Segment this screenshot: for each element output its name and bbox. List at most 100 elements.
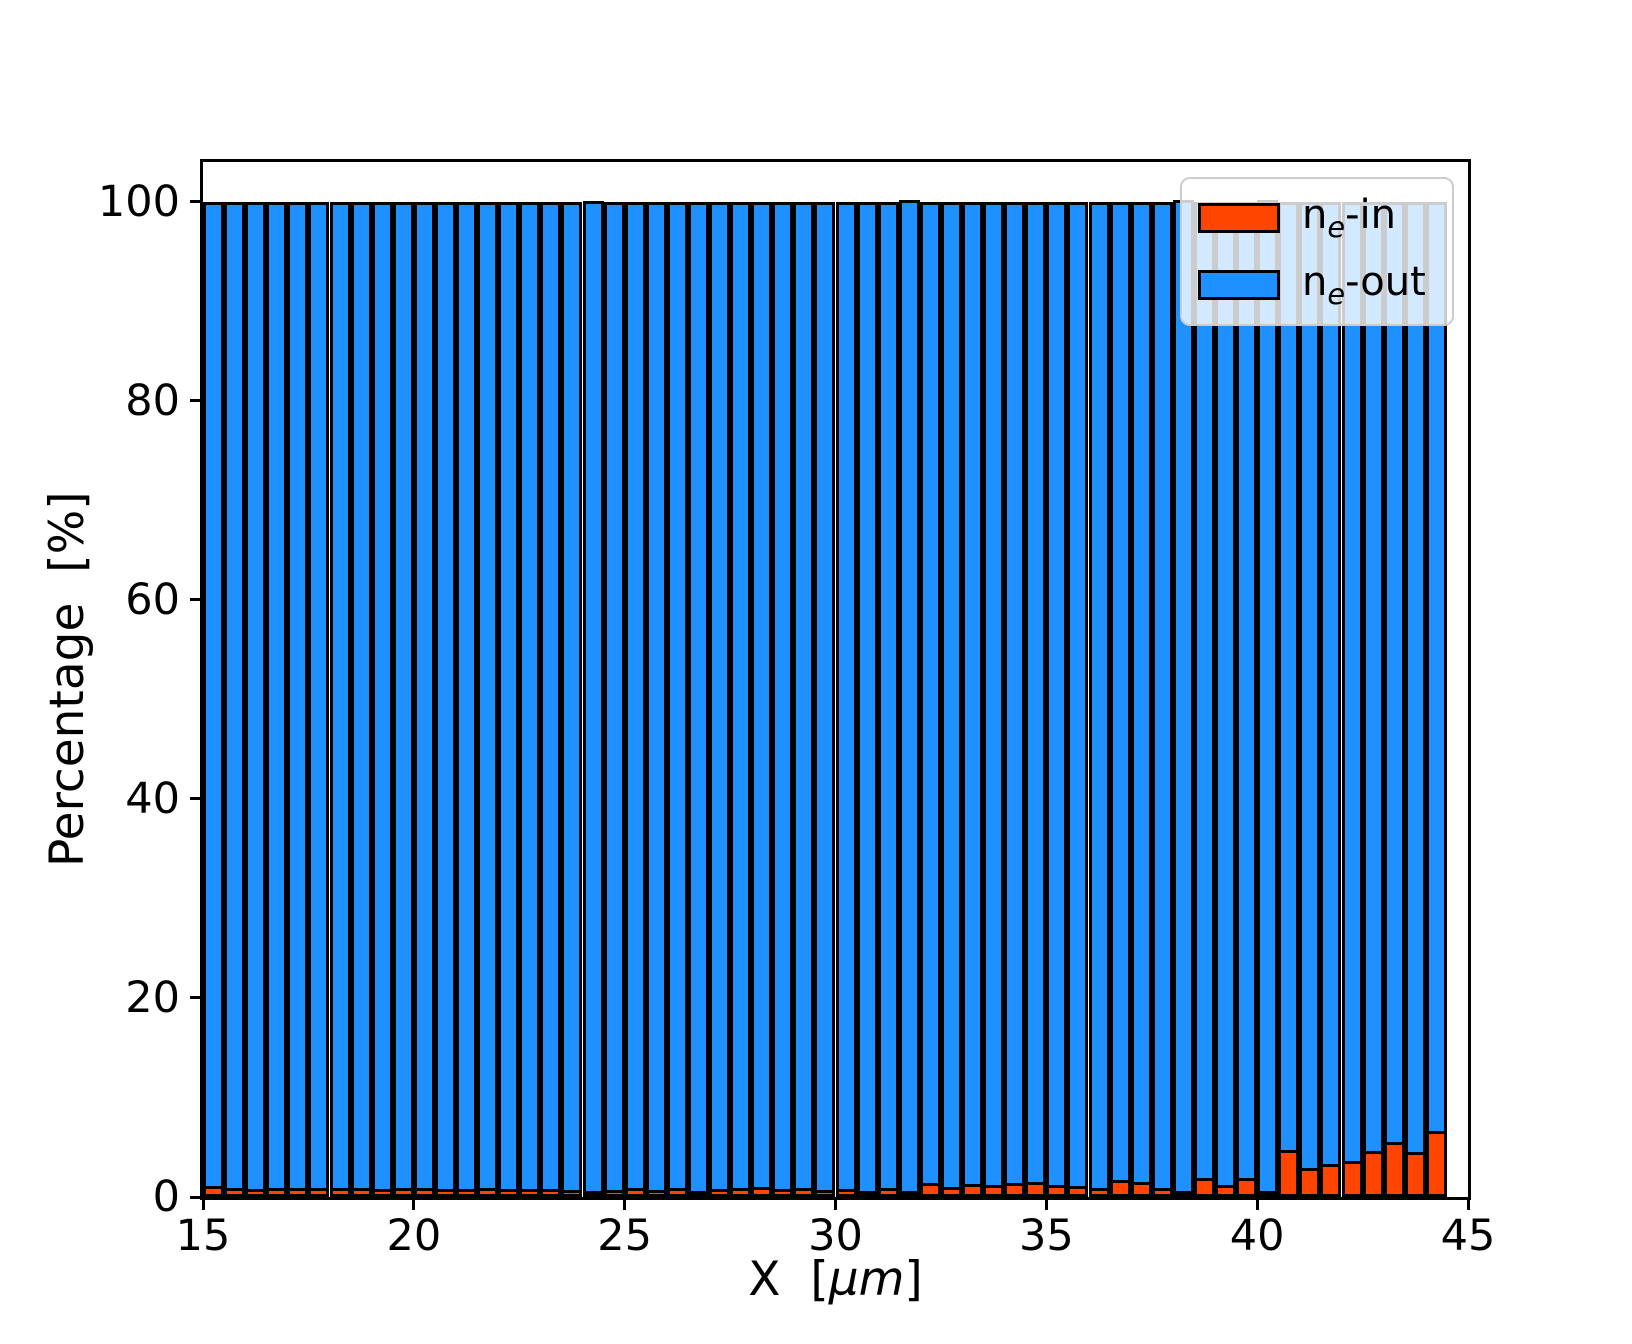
segment-ne-in	[1215, 1185, 1237, 1197]
bar-stack	[434, 201, 456, 1197]
segment-ne-out	[1215, 201, 1237, 1186]
segment-ne-out	[940, 201, 962, 1188]
segment-ne-in	[814, 1190, 836, 1197]
segment-ne-in	[1278, 1150, 1300, 1197]
bar-stack	[1130, 201, 1152, 1197]
segment-ne-out	[308, 201, 330, 1189]
x-tick-mark	[1044, 1197, 1048, 1210]
bar-stack	[582, 200, 604, 1197]
x-tick-label: 25	[597, 1211, 653, 1261]
segment-ne-out	[1299, 201, 1321, 1169]
segment-ne-in	[561, 1190, 583, 1197]
bar-stack	[856, 201, 878, 1197]
bar-stack	[477, 201, 499, 1197]
bar-stack	[1341, 201, 1363, 1197]
bar-stack	[835, 201, 857, 1197]
bar-stack	[603, 201, 625, 1197]
segment-ne-out	[329, 201, 351, 1189]
segment-ne-out	[856, 201, 878, 1191]
y-tick-label: 80	[125, 375, 180, 426]
segment-ne-out	[350, 201, 372, 1189]
segment-ne-in	[687, 1191, 709, 1197]
segment-ne-in	[498, 1189, 520, 1197]
segment-ne-in	[835, 1189, 857, 1197]
segment-ne-out	[962, 201, 984, 1185]
x-tick-label: 15	[175, 1211, 231, 1261]
x-tick-mark	[412, 1197, 416, 1210]
segment-ne-out	[456, 201, 478, 1190]
x-tick-mark	[834, 1197, 837, 1210]
x-tick-label: 30	[808, 1211, 863, 1261]
segment-ne-in	[245, 1189, 267, 1197]
bar-stack	[308, 201, 330, 1197]
segment-ne-in	[224, 1188, 246, 1197]
segment-ne-in	[1088, 1188, 1110, 1197]
bar-stack	[877, 201, 899, 1197]
segment-ne-out	[1067, 201, 1089, 1187]
y-axis-label: Percentage [%]	[40, 491, 95, 868]
segment-ne-out	[287, 201, 309, 1189]
y-tick-mark	[190, 797, 203, 801]
segment-ne-in	[962, 1184, 984, 1197]
bar-stack	[1278, 201, 1300, 1197]
segment-ne-in	[751, 1187, 773, 1197]
segment-ne-out	[1172, 199, 1194, 1191]
segment-ne-in	[329, 1188, 351, 1197]
segment-ne-out	[835, 201, 857, 1190]
segment-ne-in	[1172, 1191, 1194, 1197]
segment-ne-in	[266, 1188, 288, 1197]
bar-stack	[1425, 201, 1447, 1197]
bar-stack	[498, 201, 520, 1197]
segment-ne-in	[772, 1189, 794, 1197]
segment-ne-in	[666, 1188, 688, 1197]
bar-stack	[1299, 201, 1321, 1197]
segment-ne-in	[940, 1187, 962, 1197]
bar-stack	[1046, 201, 1068, 1197]
segment-ne-in	[793, 1188, 815, 1197]
bar-stack	[456, 201, 478, 1197]
bar-stack	[245, 201, 267, 1197]
segment-ne-out	[1004, 201, 1026, 1184]
segment-ne-in	[371, 1189, 393, 1197]
segment-ne-in	[1404, 1152, 1426, 1197]
bar-stack	[413, 201, 435, 1197]
segment-ne-in	[856, 1191, 878, 1197]
segment-ne-out	[1278, 201, 1300, 1151]
segment-ne-in	[1067, 1186, 1089, 1197]
bar-stack	[709, 201, 731, 1197]
segment-ne-out	[1109, 201, 1131, 1181]
segment-ne-out	[477, 201, 499, 1189]
segment-ne-in	[519, 1189, 541, 1197]
bar-stack	[898, 199, 920, 1197]
bar-stack	[772, 201, 794, 1197]
segment-ne-in	[350, 1188, 372, 1197]
bar-stack	[1067, 201, 1089, 1197]
y-tick-label: 40	[125, 773, 180, 824]
segment-ne-in	[645, 1190, 667, 1197]
bar-stack	[940, 201, 962, 1197]
bar-stack	[687, 201, 709, 1197]
segment-ne-out	[814, 201, 836, 1191]
legend-label-ne-out: ne-out	[1302, 258, 1426, 311]
bar-stack	[540, 201, 562, 1197]
bar-stack	[962, 201, 984, 1197]
segment-ne-in	[413, 1188, 435, 1197]
bar-stack	[1257, 199, 1279, 1197]
segment-ne-out	[371, 201, 393, 1190]
segment-ne-in	[434, 1189, 456, 1197]
bars-layer	[203, 162, 1468, 1197]
y-tick-mark	[190, 200, 203, 204]
bar-stack	[814, 201, 836, 1197]
bar-stack	[266, 201, 288, 1197]
segment-ne-in	[1425, 1131, 1447, 1197]
bar-stack	[1151, 201, 1173, 1197]
segment-ne-out	[1257, 199, 1279, 1191]
segment-ne-out	[1236, 201, 1258, 1179]
segment-ne-out	[983, 201, 1005, 1186]
segment-ne-in	[540, 1189, 562, 1197]
segment-ne-out	[666, 201, 688, 1189]
legend-label-ne-in: ne-in	[1302, 192, 1396, 244]
legend-item-ne-in: ne-in	[1198, 193, 1436, 244]
segment-ne-out	[1151, 201, 1173, 1189]
x-tick-label: 40	[1229, 1211, 1285, 1261]
